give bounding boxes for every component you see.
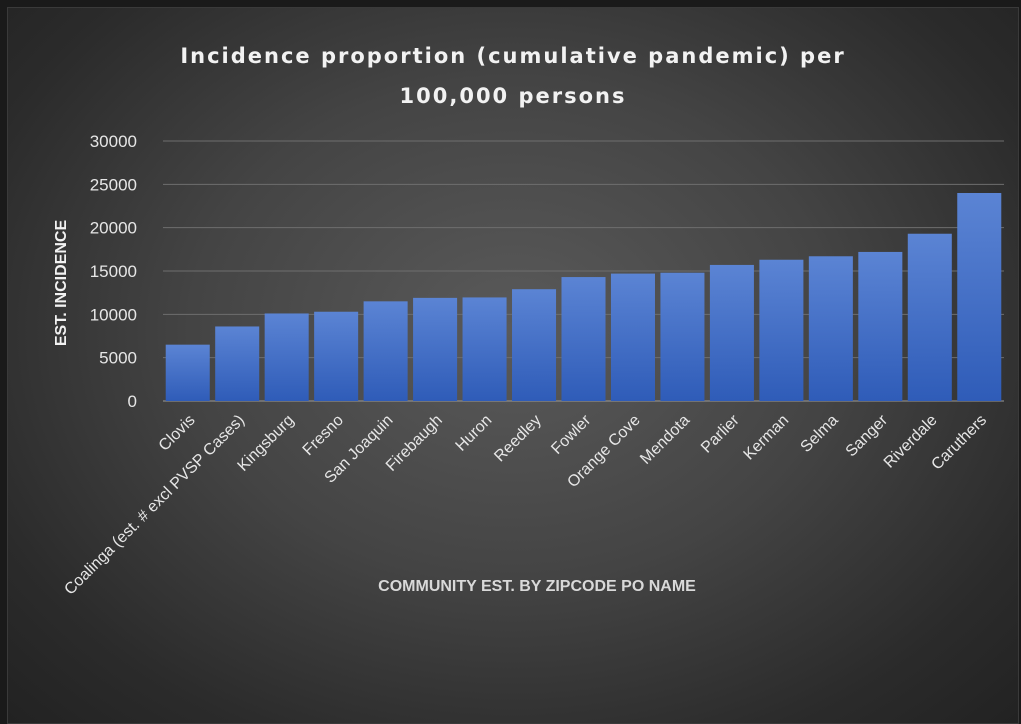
x-tick-label: Fresno: [300, 412, 347, 459]
y-axis-ticks: 0 5000 10000 15000 20000 25000 30000: [90, 132, 137, 411]
bar: [512, 289, 557, 401]
bar: [957, 193, 1002, 401]
y-tick-label: 15000: [90, 262, 137, 281]
x-tick-label: Kerman: [741, 412, 793, 464]
bar: [363, 301, 408, 401]
y-axis-label: EST. INCIDENCE: [53, 220, 70, 347]
bar: [413, 297, 458, 401]
x-tick-label: Sanger: [843, 411, 892, 460]
bar: [610, 273, 655, 401]
x-tick-label: Reedley: [491, 412, 545, 466]
bar: [264, 313, 309, 401]
y-tick-label: 5000: [99, 349, 137, 368]
bar: [561, 277, 606, 401]
bar: [907, 233, 952, 401]
x-tick-label: Huron: [453, 412, 496, 455]
bar: [709, 264, 754, 401]
y-tick-label: 20000: [90, 219, 137, 238]
bar: [215, 326, 260, 401]
bar: [808, 256, 853, 401]
bar: [165, 344, 210, 401]
bar: [462, 297, 507, 401]
bar: [858, 251, 903, 401]
y-tick-label: 0: [128, 392, 137, 411]
x-axis-label: COMMUNITY EST. BY ZIPCODE PO NAME: [378, 578, 696, 595]
bar: [759, 259, 804, 401]
x-tick-label: Coalinga (est. # excl PVSP Cases): [61, 412, 248, 599]
chart-title: Incidence proportion (cumulative pandemi…: [8, 36, 1018, 116]
bar: [314, 311, 359, 401]
chart-title-line-2: 100,000 persons: [399, 84, 627, 108]
chart-container: Incidence proportion (cumulative pandemi…: [7, 7, 1019, 724]
y-tick-label: 30000: [90, 132, 137, 151]
bar: [660, 272, 705, 401]
x-tick-label: Selma: [798, 412, 842, 456]
chart-title-line-1: Incidence proportion (cumulative pandemi…: [180, 44, 846, 68]
bar-chart: 0 5000 10000 15000 20000 25000 30000 ClovisCoa…: [53, 132, 1004, 598]
x-tick-label: Mendota: [637, 412, 693, 468]
x-tick-label: Parlier: [698, 411, 743, 456]
y-tick-label: 25000: [90, 175, 137, 194]
x-tick-label: Fowler: [548, 411, 594, 457]
y-tick-label: 10000: [90, 305, 137, 324]
bars: [165, 193, 1002, 401]
x-tick-label: Clovis: [156, 412, 199, 455]
